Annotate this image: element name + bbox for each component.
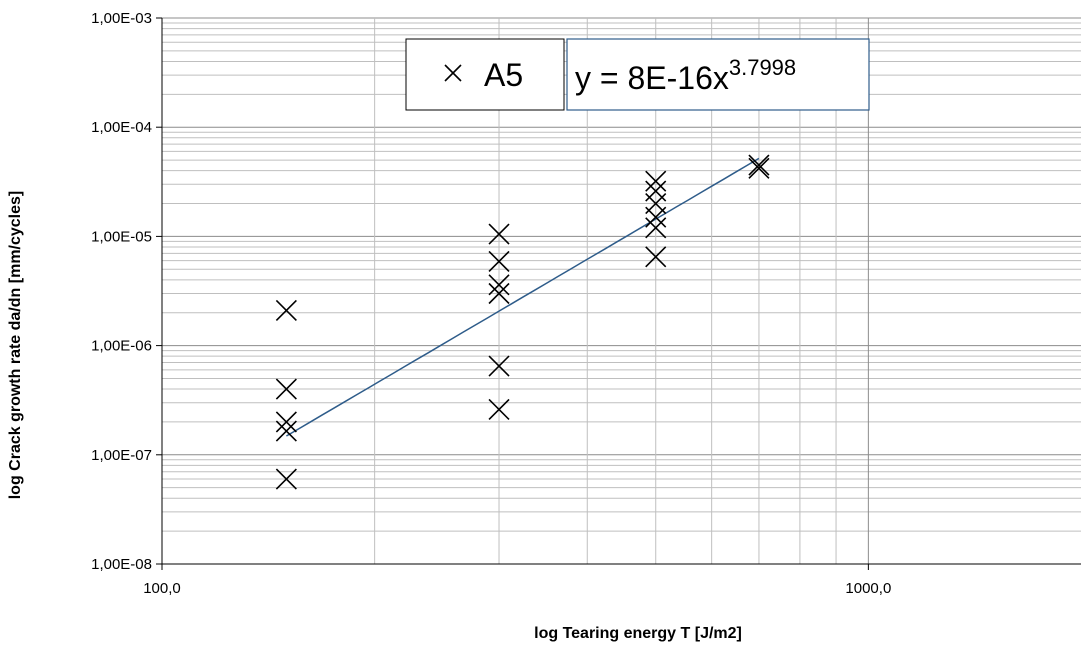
grid bbox=[162, 17, 1081, 565]
data-point-marker bbox=[488, 355, 510, 377]
data-point-marker bbox=[748, 157, 770, 179]
data-point-marker bbox=[275, 468, 297, 490]
y-tick-label: 1,00E-07 bbox=[91, 447, 152, 464]
trendline-equation-base: y = 8E-16x bbox=[575, 60, 729, 96]
data-point-marker bbox=[645, 217, 667, 239]
x-tick-label: 100,0 bbox=[143, 580, 181, 597]
y-tick-label: 1,00E-06 bbox=[91, 338, 152, 355]
data-point-marker bbox=[488, 223, 510, 245]
svg-text:y = 8E-16x3.7998: y = 8E-16x3.7998 bbox=[575, 55, 796, 96]
y-tick-label: 1,00E-05 bbox=[91, 228, 152, 245]
data-point-marker bbox=[488, 398, 510, 421]
legend-box bbox=[405, 38, 565, 111]
data-point-marker bbox=[488, 282, 510, 305]
trendline-equation-box bbox=[566, 38, 870, 111]
data-point-marker bbox=[645, 170, 667, 192]
trendline bbox=[286, 157, 760, 437]
x-axis-title: log Tearing energy T [J/m2] bbox=[534, 625, 742, 642]
data-point-marker bbox=[645, 206, 667, 228]
data-point-marker bbox=[645, 246, 667, 268]
data-point-marker bbox=[488, 250, 510, 272]
legend-marker-icon bbox=[444, 64, 462, 82]
data-point-marker bbox=[275, 299, 297, 321]
y-tick-label: 1,00E-03 bbox=[91, 10, 152, 27]
y-tick-labels: 1,00E-03 1,00E-04 1,00E-05 1,00E-06 1,00E-07… bbox=[91, 10, 162, 573]
axes bbox=[161, 18, 1081, 565]
trendline-equation-exponent: 3.7998 bbox=[729, 55, 796, 80]
y-tick-label: 1,00E-04 bbox=[91, 119, 152, 136]
trendline-equation: y = 8E-16x3.7998 bbox=[566, 38, 870, 111]
x-tick-label: 1000,0 bbox=[845, 580, 891, 597]
data-point-marker bbox=[275, 420, 297, 442]
data-points bbox=[275, 154, 770, 490]
x-tick-labels: 100,0 1000,0 bbox=[143, 564, 891, 597]
data-point-marker bbox=[275, 378, 297, 400]
y-tick-label: 1,00E-08 bbox=[91, 556, 152, 573]
legend: A5 bbox=[405, 38, 565, 111]
data-point-marker bbox=[748, 154, 770, 176]
data-point-marker bbox=[275, 411, 297, 433]
y-axis-title: log Crack growth rate da/dn [mm/cycles] bbox=[7, 191, 24, 500]
data-point-marker bbox=[488, 274, 510, 296]
legend-label: A5 bbox=[484, 57, 523, 93]
